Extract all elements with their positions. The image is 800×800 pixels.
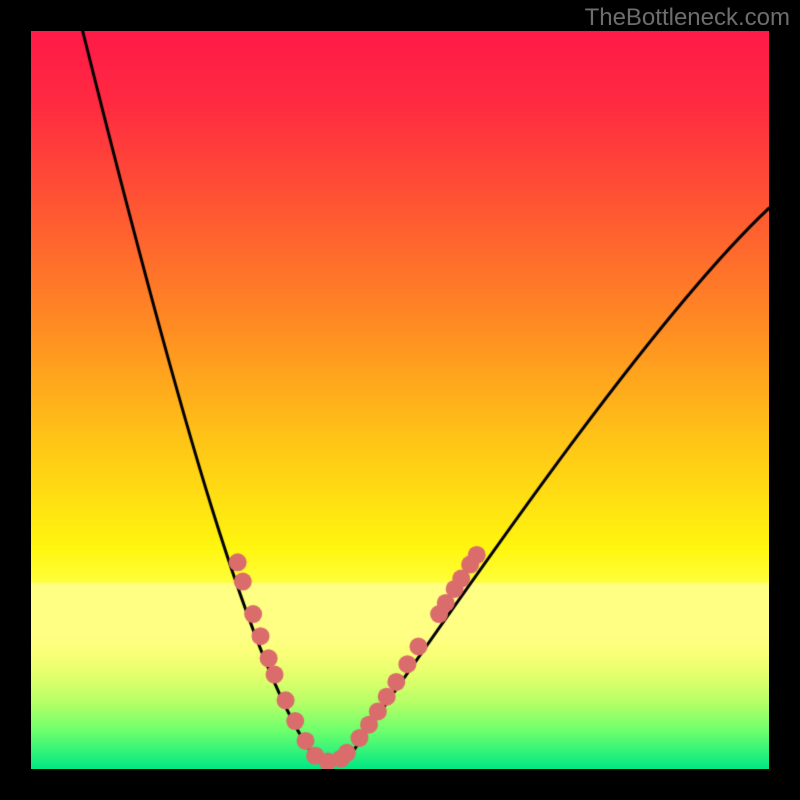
gradient-background	[31, 31, 769, 769]
chart-stage: TheBottleneck.com	[0, 0, 800, 800]
watermark-text: TheBottleneck.com	[585, 4, 790, 32]
bottleneck-curve-layer	[31, 31, 769, 769]
